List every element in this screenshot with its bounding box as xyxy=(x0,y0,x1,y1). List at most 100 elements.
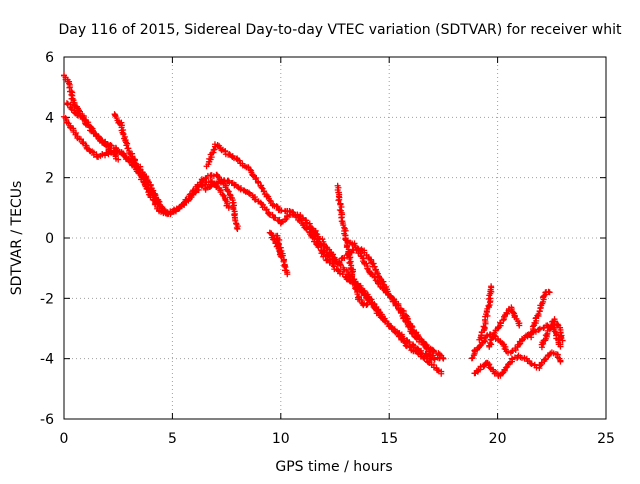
data-point xyxy=(335,197,342,204)
data-point xyxy=(234,225,241,232)
data-point xyxy=(486,339,493,346)
data-point xyxy=(469,354,476,361)
data-point xyxy=(502,364,509,371)
data-point xyxy=(535,311,542,318)
data-point xyxy=(89,127,96,134)
data-point xyxy=(277,253,284,260)
data-point xyxy=(152,192,159,199)
series-sat-o xyxy=(526,288,553,341)
data-point xyxy=(535,326,542,333)
data-point xyxy=(504,310,511,317)
data-point xyxy=(438,352,445,359)
y-axis-label: SDTVAR / TECUs xyxy=(9,181,25,296)
series-sat-m xyxy=(471,349,564,379)
x-tick-label: 5 xyxy=(168,431,177,447)
data-point xyxy=(424,359,431,366)
y-tick-label: -4 xyxy=(40,352,54,368)
data-point xyxy=(476,343,483,350)
data-point xyxy=(420,354,427,361)
data-point xyxy=(349,273,356,280)
series-sat-q xyxy=(538,316,566,351)
series-sat-f xyxy=(202,177,447,363)
data-point xyxy=(488,283,495,290)
data-point xyxy=(413,335,420,342)
data-point xyxy=(225,178,232,185)
data-point xyxy=(278,207,285,214)
series-sat-h xyxy=(266,229,284,260)
data-point xyxy=(390,297,397,304)
x-tick-label: 15 xyxy=(380,431,398,447)
data-point xyxy=(529,323,536,330)
data-point xyxy=(195,184,202,191)
series-sat-d xyxy=(63,100,122,163)
y-tick-label: 2 xyxy=(45,171,54,187)
data-point xyxy=(67,124,74,131)
data-point xyxy=(284,212,291,219)
y-tick-label: 6 xyxy=(45,50,54,66)
series-sat-b xyxy=(60,113,233,218)
data-point xyxy=(440,355,447,362)
data-point xyxy=(402,318,409,325)
chart-title: Day 116 of 2015, Sidereal Day-to-day VTE… xyxy=(59,22,622,38)
plot-border xyxy=(63,56,607,420)
data-point xyxy=(486,364,493,371)
data-point xyxy=(371,263,378,270)
data-point xyxy=(273,203,280,210)
data-point xyxy=(156,198,163,205)
y-tick-label: 4 xyxy=(45,110,54,126)
data-point xyxy=(368,270,375,277)
data-point xyxy=(284,271,291,278)
series-sat-c xyxy=(111,111,163,205)
data-point xyxy=(340,222,347,229)
data-point xyxy=(114,147,121,154)
data-point xyxy=(423,352,430,359)
data-point xyxy=(261,188,268,195)
data-point xyxy=(499,370,506,377)
data-point xyxy=(326,259,333,266)
data-point xyxy=(83,121,90,128)
y-tick-labels: -6 -4 -2 0 2 4 6 xyxy=(40,50,54,428)
data-point xyxy=(132,160,139,167)
data-point xyxy=(485,302,492,309)
data-points xyxy=(60,72,566,379)
data-point xyxy=(225,204,232,211)
data-point xyxy=(559,337,566,344)
data-point xyxy=(546,289,553,296)
data-point xyxy=(429,352,436,359)
data-point xyxy=(552,318,558,325)
data-point xyxy=(249,172,256,179)
data-point xyxy=(68,106,75,113)
axes xyxy=(63,56,607,420)
data-point xyxy=(263,206,270,213)
data-point xyxy=(557,358,564,365)
data-point xyxy=(536,308,543,315)
data-point xyxy=(102,142,109,149)
data-point xyxy=(126,149,133,156)
data-point xyxy=(281,262,288,269)
data-point xyxy=(412,334,419,341)
data-point xyxy=(226,151,233,158)
data-point xyxy=(255,198,262,205)
data-point xyxy=(115,156,122,163)
data-point xyxy=(74,111,81,118)
data-point xyxy=(430,355,437,362)
data-point xyxy=(418,349,425,356)
data-point xyxy=(516,322,523,329)
data-point xyxy=(224,187,231,194)
data-point xyxy=(302,225,309,232)
series-sat-j xyxy=(334,182,371,309)
x-tick-label: 20 xyxy=(489,431,507,447)
data-point xyxy=(389,298,396,305)
data-point xyxy=(497,320,504,327)
data-point xyxy=(258,184,265,191)
series-sat-p xyxy=(486,304,523,350)
data-point xyxy=(274,242,281,249)
series-sat-k xyxy=(343,237,445,359)
data-point xyxy=(508,355,515,362)
x-tick-label: 10 xyxy=(272,431,290,447)
data-point xyxy=(87,124,94,131)
data-point xyxy=(247,166,254,173)
y-tick-label: -2 xyxy=(40,291,54,307)
